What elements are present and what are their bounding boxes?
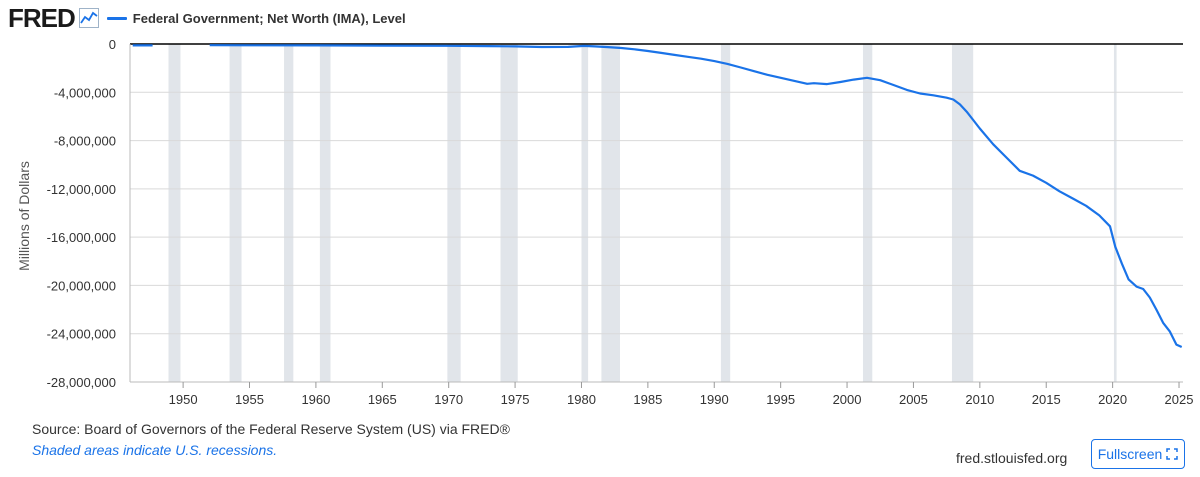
y-axis-ticks: 0 -4,000,000 -8,000,000 -12,000,000 -16,000,… bbox=[47, 37, 116, 390]
recession-band bbox=[601, 44, 620, 382]
x-tick-label: 1980 bbox=[567, 392, 596, 407]
x-tick-label: 1955 bbox=[235, 392, 264, 407]
recession-band bbox=[229, 44, 242, 382]
recession-note: Shaded areas indicate U.S. recessions. bbox=[32, 442, 278, 458]
x-tick-label: 1990 bbox=[700, 392, 729, 407]
y-tick-label: 0 bbox=[109, 37, 116, 52]
x-tick-label: 2000 bbox=[833, 392, 862, 407]
legend-label: Federal Government; Net Worth (IMA), Lev… bbox=[132, 10, 406, 26]
line-chart-icon bbox=[78, 8, 99, 28]
series-line bbox=[209, 44, 1183, 349]
x-tick-label: 2020 bbox=[1098, 392, 1127, 407]
recession-band bbox=[447, 44, 461, 382]
x-tick-label: 1995 bbox=[766, 392, 795, 407]
x-tick-label: 1950 bbox=[169, 392, 198, 407]
recession-band bbox=[319, 44, 331, 382]
legend: Federal Government; Net Worth (IMA), Lev… bbox=[106, 10, 406, 26]
source-note: Source: Board of Governors of the Federa… bbox=[32, 421, 510, 437]
gridlines bbox=[129, 43, 1183, 383]
y-axis-label: Millions of Dollars bbox=[16, 161, 32, 271]
y-tick-label: -28,000,000 bbox=[47, 375, 116, 390]
recession-band bbox=[1113, 44, 1117, 382]
x-tick-label: 2015 bbox=[1032, 392, 1061, 407]
fullscreen-label: Fullscreen bbox=[1097, 446, 1163, 462]
recession-band bbox=[951, 44, 974, 382]
series-net-worth bbox=[132, 44, 1183, 349]
recession-band bbox=[862, 44, 873, 382]
x-tick-label: 2010 bbox=[965, 392, 994, 407]
y-tick-label: -8,000,000 bbox=[54, 134, 116, 149]
x-tick-label: 2025 bbox=[1165, 392, 1194, 407]
recession-bands bbox=[168, 44, 1117, 382]
recession-band bbox=[720, 44, 731, 382]
x-tick-label: 1960 bbox=[301, 392, 330, 407]
recession-band bbox=[168, 44, 181, 382]
x-tick-label: 1975 bbox=[501, 392, 530, 407]
recession-band bbox=[581, 44, 589, 382]
x-tick-label: 1985 bbox=[633, 392, 662, 407]
y-tick-label: -20,000,000 bbox=[47, 278, 116, 293]
x-tick-label: 1970 bbox=[434, 392, 463, 407]
x-axis-ticks: 1950 1955 1960 1965 1970 1975 1980 1985 1990 1995… bbox=[169, 382, 1194, 407]
site-url[interactable]: fred.stlouisfed.org bbox=[956, 450, 1068, 466]
recession-band bbox=[500, 44, 518, 382]
x-tick-label: 1965 bbox=[368, 392, 397, 407]
y-tick-label: -16,000,000 bbox=[47, 230, 116, 245]
expand-icon bbox=[1166, 448, 1179, 460]
fullscreen-button[interactable]: Fullscreen bbox=[1091, 439, 1185, 469]
chart-header: FRED Federal Government; Net Worth (IMA)… bbox=[8, 4, 406, 32]
y-tick-label: -12,000,000 bbox=[47, 182, 116, 197]
legend-swatch bbox=[106, 16, 127, 20]
recession-band bbox=[284, 44, 294, 382]
y-tick-label: -4,000,000 bbox=[54, 85, 116, 100]
x-tick-label: 2005 bbox=[899, 392, 928, 407]
fred-logo[interactable]: FRED bbox=[8, 3, 76, 33]
y-tick-label: -24,000,000 bbox=[47, 327, 116, 342]
line-chart: 0 -4,000,000 -8,000,000 -12,000,000 -16,000,… bbox=[16, 37, 1194, 407]
